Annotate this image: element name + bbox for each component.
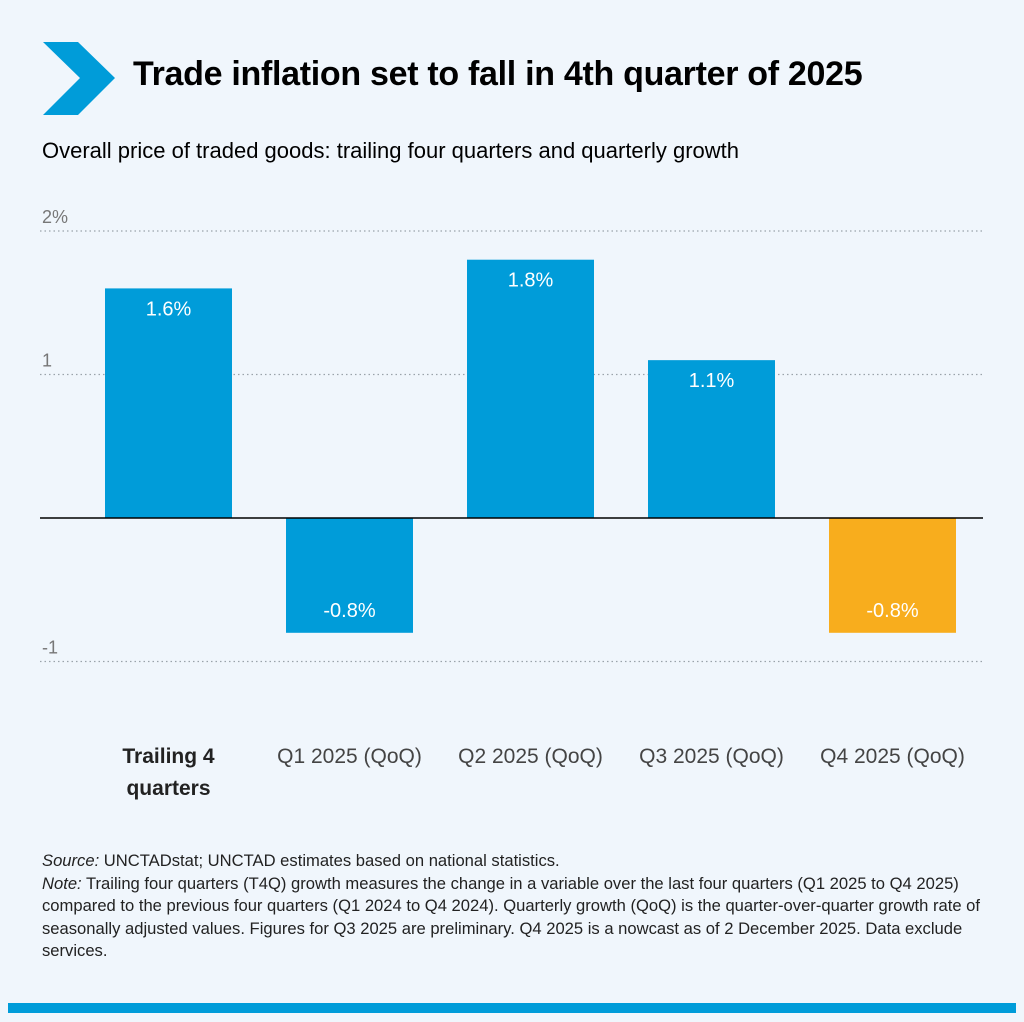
x-tick-label: Q3 2025 (QoQ)	[639, 745, 784, 768]
bottom-accent-bar	[8, 1003, 1016, 1013]
data-label: 1.1%	[689, 370, 735, 392]
note-text: Trailing four quarters (T4Q) growth meas…	[42, 873, 980, 961]
bar	[829, 518, 956, 633]
source-text: UNCTADstat; UNCTAD estimates based on na…	[99, 851, 560, 870]
data-label: 1.6%	[146, 298, 192, 320]
x-tick-label: Q1 2025 (QoQ)	[277, 745, 422, 768]
note-label: Note:	[42, 873, 82, 893]
data-label: 1.8%	[508, 270, 554, 292]
x-tick-label: Q2 2025 (QoQ)	[458, 745, 603, 768]
data-label: -0.8%	[323, 600, 375, 622]
source-label: Source:	[42, 851, 100, 870]
x-tick-label: Trailing 4 quarters	[122, 745, 215, 800]
bar	[105, 288, 232, 518]
y-tick-label: 2%	[42, 207, 68, 227]
y-tick-label: 1	[42, 351, 52, 371]
chart-subtitle: Overall price of traded goods: trailing …	[42, 138, 740, 163]
source-line: Source: UNCTADstat; UNCTAD estimates bas…	[42, 850, 987, 873]
data-label: -0.8%	[866, 600, 918, 622]
x-tick-label: Q4 2025 (QoQ)	[820, 745, 965, 768]
bar-chart: 2% 1 -1 1.6% Trailing 4 quarters -0.8% Q1 2025 …	[40, 207, 983, 800]
chart-title: Trade inflation set to fall in 4th quart…	[133, 55, 863, 93]
y-tick-label: -1	[42, 638, 58, 658]
x-tick-label-line: quarters	[126, 777, 210, 800]
x-tick-label-line: Trailing 4	[122, 745, 215, 768]
bar	[467, 259, 594, 518]
footer-notes: Source: UNCTADstat; UNCTAD estimates bas…	[42, 850, 987, 963]
bar	[648, 360, 775, 518]
chevron-right-icon	[43, 42, 115, 115]
bar	[286, 518, 413, 633]
note-line: Note: Trailing four quarters (T4Q) growt…	[42, 873, 987, 963]
